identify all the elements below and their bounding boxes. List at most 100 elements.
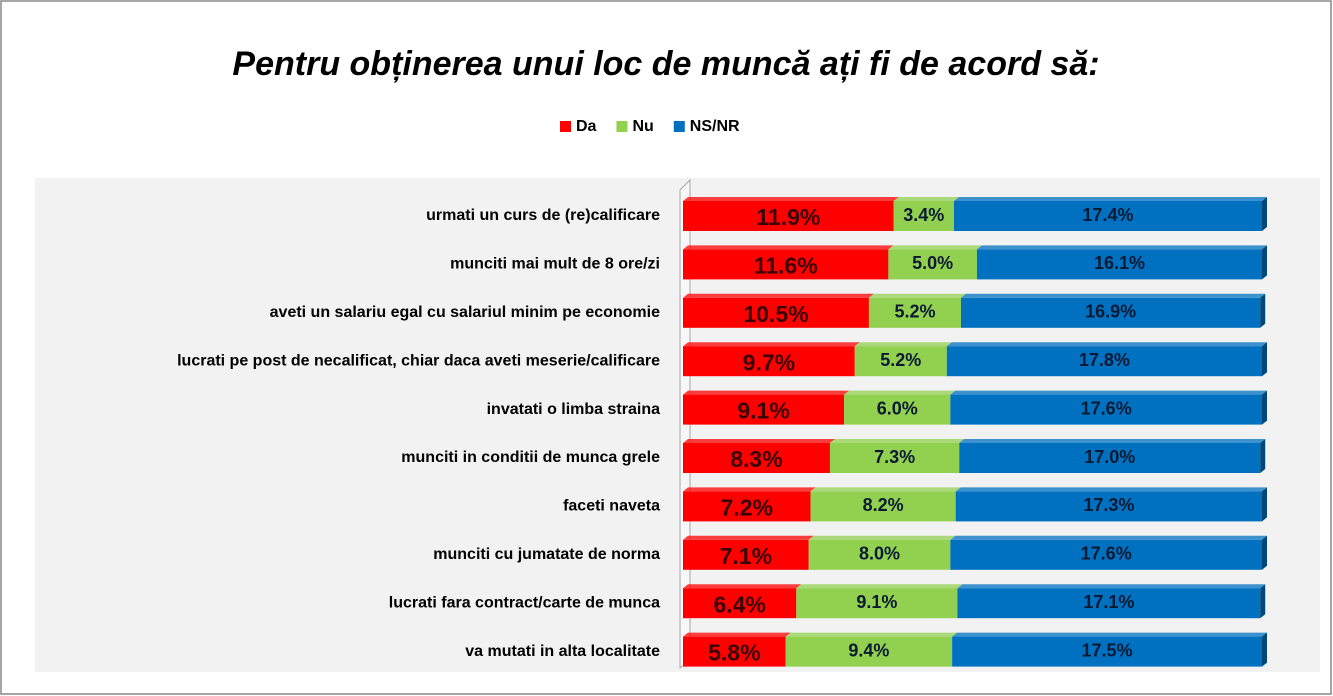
bar-segment xyxy=(844,394,951,425)
bar-segment xyxy=(950,539,1262,570)
category-label: urmati un curs de (re)calificare xyxy=(426,207,660,224)
value-label: 6.4% xyxy=(713,591,765,617)
bar-top xyxy=(683,342,860,347)
bar-top xyxy=(960,293,1266,298)
value-label: 7.1% xyxy=(720,543,772,569)
bar-top xyxy=(955,487,1267,492)
bar-top xyxy=(810,487,961,492)
bar-segment xyxy=(785,636,953,667)
bar-top xyxy=(683,390,850,395)
category-label: faceti naveta xyxy=(563,498,660,515)
category-label: invatati o limba straina xyxy=(487,401,660,418)
bar-top xyxy=(683,632,791,637)
bar-side xyxy=(1260,439,1266,473)
bar-side xyxy=(1262,390,1267,425)
bar-top xyxy=(888,245,982,250)
value-label: 7.3% xyxy=(874,447,915,467)
value-label: 9.7% xyxy=(743,349,795,375)
bar-segment xyxy=(893,201,954,231)
bar-segment xyxy=(683,346,855,377)
value-label: 16.1% xyxy=(1094,253,1145,273)
bar-side xyxy=(1262,342,1267,377)
bar-top xyxy=(854,342,952,347)
value-label: 11.9% xyxy=(756,204,820,230)
bar-segment xyxy=(952,636,1262,667)
bar-top xyxy=(683,535,814,540)
bar-top xyxy=(844,390,956,395)
value-label: 16.9% xyxy=(1085,302,1136,322)
bar-top xyxy=(683,197,899,201)
legend-label: Nu xyxy=(632,118,653,135)
legend-swatch xyxy=(673,121,685,132)
value-label: 9.1% xyxy=(856,592,897,612)
bar-top xyxy=(808,535,956,540)
bar-top xyxy=(683,293,874,298)
bar-top xyxy=(953,197,1267,201)
legend-swatch xyxy=(560,121,571,132)
category-label: lucrati pe post de necalificat, chiar da… xyxy=(177,352,660,369)
bar-top xyxy=(683,584,802,589)
bar-top xyxy=(829,439,965,443)
bar-segment xyxy=(976,249,1262,280)
bar-side xyxy=(1260,293,1266,328)
bar-segment xyxy=(950,394,1262,425)
bar-segment xyxy=(683,443,830,473)
value-label: 17.3% xyxy=(1083,495,1134,515)
bar-segment xyxy=(953,201,1262,231)
value-label: 17.4% xyxy=(1082,205,1133,225)
value-label: 11.6% xyxy=(754,252,818,278)
legend-label: NS/NR xyxy=(690,118,740,135)
bar-segment xyxy=(683,588,797,619)
value-label: 6.0% xyxy=(877,398,918,418)
value-label: 10.5% xyxy=(743,301,808,327)
category-label: munciti cu jumatate de norma xyxy=(433,546,660,563)
bar-segment xyxy=(829,443,960,473)
bar-top xyxy=(957,584,1266,589)
bar-top xyxy=(893,197,959,201)
value-label: 5.8% xyxy=(708,640,760,666)
bar-top xyxy=(952,632,1267,637)
bar-segment xyxy=(955,491,1262,522)
bar-top xyxy=(946,342,1267,347)
bar-segment xyxy=(810,491,956,522)
bar-segment xyxy=(683,201,894,231)
bar-side xyxy=(1260,584,1266,619)
bars: urmati un curs de (re)calificare 11.9% 3.4… xyxy=(177,197,1267,667)
bar-segment xyxy=(946,346,1262,377)
bar-segment xyxy=(808,539,951,570)
bar-segment xyxy=(683,249,889,280)
bar-segment xyxy=(683,491,811,522)
bar-top xyxy=(683,439,835,443)
bar-segment xyxy=(888,249,977,280)
bar-segment xyxy=(960,297,1261,328)
bar-segment xyxy=(959,443,1261,473)
legend: Da Nu NS/NR xyxy=(560,118,740,135)
bar-segment xyxy=(796,588,958,619)
bar-segment xyxy=(868,297,961,328)
value-label: 5.0% xyxy=(912,253,953,273)
bar-segment xyxy=(683,394,845,425)
bar-top xyxy=(976,245,1267,250)
category-label: aveti un salariu egal cu salariul minim … xyxy=(270,304,660,321)
bar-top xyxy=(785,632,958,637)
bar-segment xyxy=(683,539,809,570)
bar-top xyxy=(796,584,963,589)
value-label: 17.6% xyxy=(1081,398,1132,418)
category-label: lucrati fara contract/carte de munca xyxy=(389,594,660,611)
chart-title: Pentru obținerea unui loc de muncă ați f… xyxy=(232,45,1099,83)
category-label: va mutati in alta localitate xyxy=(465,643,660,660)
value-label: 17.8% xyxy=(1079,350,1130,370)
bar-side xyxy=(1262,487,1267,522)
bar-top xyxy=(959,439,1266,443)
value-label: 17.6% xyxy=(1081,544,1132,564)
bar-side xyxy=(1262,197,1267,231)
bar-side xyxy=(1262,535,1267,570)
value-label: 9.1% xyxy=(737,398,789,424)
bar-top xyxy=(683,487,816,492)
value-label: 8.2% xyxy=(863,495,904,515)
category-label: munciti mai mult de 8 ore/zi xyxy=(450,256,660,273)
bar-segment xyxy=(683,636,786,667)
bar-segment xyxy=(957,588,1261,619)
